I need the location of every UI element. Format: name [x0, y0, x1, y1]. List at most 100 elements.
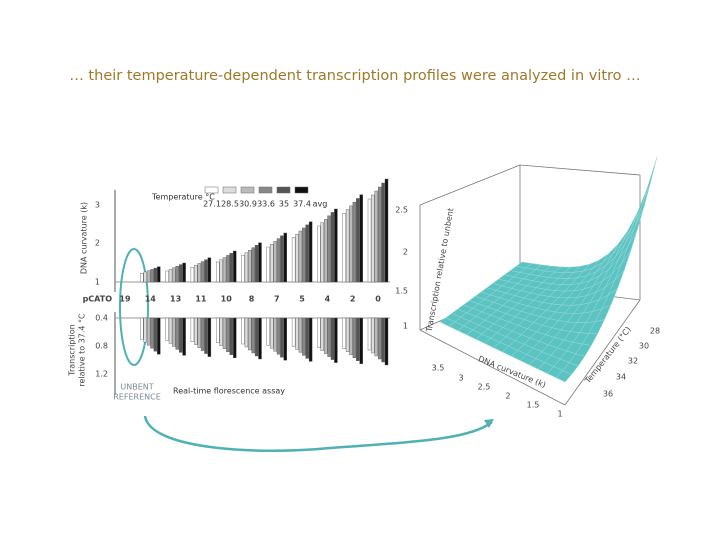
decor-bar — [232, 250, 237, 283]
construct-label: 19 — [119, 295, 131, 304]
slide-title: … their temperature-dependent transcript… — [69, 68, 640, 84]
y-tick-label: 3 — [95, 201, 100, 210]
x-tick-label: 2 — [505, 392, 510, 401]
reference-highlight — [119, 248, 149, 366]
reference-label: UNBENT — [120, 383, 153, 392]
decor-bar — [258, 242, 262, 283]
decor-bar — [248, 317, 252, 351]
decor-bar — [276, 238, 281, 283]
y-axis-label: DNA curvature (k) — [80, 202, 89, 274]
decor-bar — [291, 237, 296, 283]
decor-bar — [359, 194, 363, 283]
decor-bar — [200, 317, 205, 351]
legend-label: 30.9 — [239, 200, 257, 209]
y-tick-label: 0.8 — [95, 342, 108, 351]
x-tick-label: 1.5 — [527, 401, 540, 410]
decor-bar — [219, 317, 223, 346]
connector-arrow — [143, 415, 493, 452]
y-tick-label: 32 — [628, 357, 638, 366]
legend-label: 33.6 — [257, 200, 275, 209]
decor-bar — [371, 194, 375, 283]
decor-bar — [207, 317, 212, 357]
decor-bar — [143, 271, 147, 283]
y-tick-label: 1 — [95, 278, 100, 287]
decor-bar — [374, 190, 378, 283]
z-tick-label: 1 — [403, 322, 408, 331]
x-tick-label: 3.5 — [432, 364, 445, 373]
decor-bar — [157, 317, 161, 355]
decor-bar — [140, 273, 144, 283]
decor-bar — [317, 225, 321, 283]
construct-label: 7 — [274, 295, 280, 304]
y-tick-label: 1.2 — [95, 370, 108, 379]
decor-bar — [280, 235, 284, 283]
decor-bar — [200, 261, 205, 283]
decor-bar — [280, 317, 284, 358]
y-axis-label: Transcription — [68, 324, 77, 376]
bar-figure-background — [92, 188, 392, 398]
legend-swatch — [294, 186, 309, 194]
construct-label: 0 — [375, 295, 381, 304]
decor-bar — [226, 317, 230, 352]
decor-bar — [178, 317, 183, 353]
decor-bar — [229, 317, 234, 355]
decor-bar — [352, 201, 357, 283]
decor-bar — [194, 265, 198, 283]
y-tick-label: 36 — [603, 390, 613, 399]
decor-bar — [342, 213, 346, 283]
decor-bar — [334, 317, 338, 363]
decor-bar — [146, 317, 151, 346]
decor-bar — [324, 317, 328, 354]
y-tick-label: 34 — [616, 373, 626, 382]
decor-bar — [359, 317, 363, 364]
decor-bar — [305, 224, 309, 283]
decor-bar — [308, 317, 313, 362]
decor-bar — [165, 317, 169, 341]
decor-bar — [248, 250, 252, 283]
decor-bar — [204, 317, 208, 354]
decor-bar — [207, 257, 212, 283]
y-tick-label: 30 — [639, 342, 649, 351]
decor-bar — [381, 182, 385, 283]
y-axis-label: relative to 37.4 °C — [78, 313, 87, 387]
box-edge — [564, 299, 641, 406]
decor-bar — [352, 317, 357, 358]
legend-title: Temperature °C — [151, 193, 215, 202]
construct-label: 8 — [249, 295, 255, 304]
legend-swatch — [240, 186, 255, 194]
decor-bar — [182, 317, 186, 356]
decor-bar — [320, 317, 324, 351]
decor-bar — [153, 267, 158, 283]
decor-bar — [270, 317, 274, 349]
decor-bar — [349, 205, 353, 283]
decor-bar — [178, 264, 183, 283]
decor-bar — [197, 263, 201, 283]
decor-bar — [384, 317, 389, 366]
decor-bar — [172, 317, 176, 347]
decor-bar — [345, 317, 350, 352]
decor-bar — [330, 317, 335, 360]
decor-bar — [266, 246, 270, 283]
decor-bar — [172, 267, 176, 283]
decor-bar — [197, 317, 201, 348]
decor-bar — [283, 232, 287, 283]
decor-bar — [317, 317, 321, 348]
decor-bar — [168, 269, 173, 283]
decor-bar — [371, 317, 375, 354]
legend-swatch — [258, 186, 273, 194]
z-tick-label: 2 — [403, 248, 408, 257]
decor-bar — [226, 255, 230, 283]
decor-bar — [302, 227, 306, 283]
legend-swatch — [276, 186, 291, 194]
decor-bar — [308, 221, 313, 283]
decor-bar — [378, 317, 382, 360]
decor-bar — [140, 317, 144, 340]
legend-label: 27.1 — [203, 200, 221, 209]
box-edge — [419, 164, 521, 206]
decor-bar — [241, 317, 245, 345]
decor-bar — [342, 317, 346, 349]
decor-bar — [266, 317, 270, 346]
decor-bar — [283, 317, 287, 361]
construct-label: 13 — [170, 295, 181, 304]
